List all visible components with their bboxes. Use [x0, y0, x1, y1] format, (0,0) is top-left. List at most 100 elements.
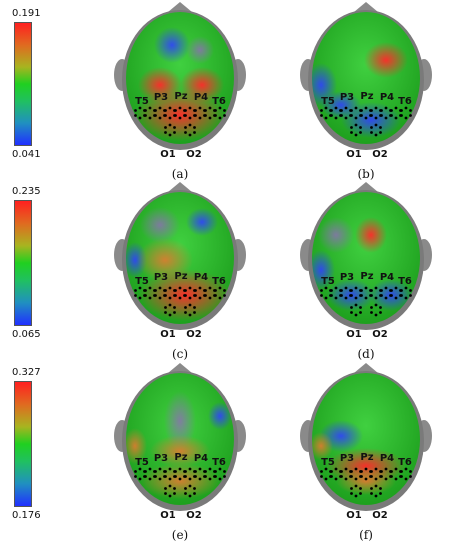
electrode-label-p3: P3	[154, 272, 168, 283]
electrode-label-p3: P3	[340, 92, 354, 103]
colorbar-3-min: 0.176	[12, 510, 41, 521]
electrode-dot-cluster	[370, 123, 382, 137]
electrode-dot-cluster	[134, 467, 146, 481]
electrodes-d: T5 P3 Pz P4 T6 O1 O2	[320, 271, 412, 340]
head-map-a	[114, 2, 246, 150]
electrode-label-p3: P3	[154, 453, 168, 464]
electrode-label-o2: O2	[186, 149, 202, 160]
electrode-label-pz: Pz	[174, 452, 187, 463]
electrode-label-pz: Pz	[360, 452, 373, 463]
electrode-dot-cluster	[390, 467, 402, 481]
electrode-label-o1: O1	[346, 510, 362, 521]
electrode-dot-cluster	[164, 303, 176, 317]
electrode-dot-cluster	[390, 286, 402, 300]
electrode-dot-cluster	[154, 106, 166, 120]
electrode-dot-cluster	[330, 286, 342, 300]
electrode-label-o1: O1	[160, 329, 176, 340]
electrode-label-t5: T5	[135, 457, 149, 468]
electrode-dot-cluster	[320, 106, 332, 120]
electrode-dot-cluster	[164, 106, 176, 120]
electrode-dot-cluster	[380, 286, 392, 300]
electrode-label-o2: O2	[186, 329, 202, 340]
electrode-dot-cluster	[184, 303, 196, 317]
electrode-dot-cluster	[370, 286, 382, 300]
electrode-dot-cluster	[320, 467, 332, 481]
electrode-label-o1: O1	[160, 510, 176, 521]
electrode-label-p4: P4	[380, 272, 394, 283]
electrode-dot-cluster	[360, 106, 372, 120]
electrode-dot-cluster	[204, 467, 216, 481]
electrode-label-pz: Pz	[360, 91, 373, 102]
electrode-label-o1: O1	[346, 149, 362, 160]
electrode-label-t5: T5	[135, 276, 149, 287]
electrode-dot-cluster	[134, 106, 146, 120]
electrodes-e: T5 P3 Pz P4 T6 O1 O2	[134, 452, 226, 521]
electrode-dot-cluster	[184, 484, 196, 498]
electrode-label-pz: Pz	[174, 91, 187, 102]
electrode-label-t6: T6	[212, 276, 226, 287]
colorbar-1-gradient	[14, 22, 32, 146]
electrode-dot-cluster	[174, 106, 186, 120]
panel-label-c: (c)	[171, 347, 189, 361]
electrode-dot-cluster	[350, 484, 362, 498]
panel-label-e: (e)	[171, 528, 189, 542]
electrode-dot-cluster	[164, 286, 176, 300]
electrode-dot-cluster	[154, 467, 166, 481]
colorbar-2-min: 0.065	[12, 329, 41, 340]
electrode-dot-cluster	[350, 467, 362, 481]
electrode-label-t6: T6	[398, 457, 412, 468]
electrode-label-o2: O2	[186, 510, 202, 521]
electrode-label-pz: Pz	[174, 271, 187, 282]
electrode-label-t6: T6	[398, 276, 412, 287]
electrode-dot-cluster	[214, 286, 226, 300]
colorbar-2-gradient	[14, 200, 32, 326]
electrode-dot-cluster	[350, 303, 362, 317]
electrodes-b: T5 P3 Pz P4 T6 O1 O2	[320, 91, 412, 160]
electrode-dot-cluster	[330, 106, 342, 120]
panel-label-d: (d)	[357, 347, 375, 361]
electrode-dot-cluster	[340, 467, 352, 481]
electrode-dot-cluster	[350, 123, 362, 137]
head-map-e	[114, 363, 246, 511]
electrode-dot-cluster	[174, 286, 186, 300]
electrode-dot-cluster	[204, 106, 216, 120]
electrode-dot-cluster	[330, 467, 342, 481]
electrode-dot-cluster	[154, 286, 166, 300]
electrode-label-o2: O2	[372, 329, 388, 340]
electrode-label-p3: P3	[154, 92, 168, 103]
electrode-dot-cluster	[204, 286, 216, 300]
colorbar-3-max: 0.327	[12, 367, 41, 378]
electrode-label-p3: P3	[340, 272, 354, 283]
colorbar-1-min: 0.041	[12, 149, 41, 160]
electrode-label-p4: P4	[194, 272, 208, 283]
electrode-label-t6: T6	[398, 96, 412, 107]
electrode-dot-cluster	[214, 467, 226, 481]
electrode-dot-cluster	[164, 484, 176, 498]
electrodes-f: T5 P3 Pz P4 T6 O1 O2	[320, 452, 412, 521]
electrode-dot-cluster	[134, 286, 146, 300]
electrode-label-t6: T6	[212, 96, 226, 107]
electrode-dot-cluster	[350, 286, 362, 300]
electrode-dot-cluster	[370, 106, 382, 120]
electrode-label-o1: O1	[160, 149, 176, 160]
panel-label-a: (a)	[171, 167, 189, 181]
electrode-dot-cluster	[184, 123, 196, 137]
electrode-dot-cluster	[380, 106, 392, 120]
colorbar-2-max: 0.235	[12, 186, 41, 197]
electrode-dot-cluster	[164, 123, 176, 137]
electrode-dot-cluster	[340, 286, 352, 300]
electrode-dot-cluster	[144, 467, 156, 481]
electrodes-c: T5 P3 Pz P4 T6 O1 O2	[134, 271, 226, 340]
electrode-dot-cluster	[194, 106, 206, 120]
electrode-label-p4: P4	[194, 453, 208, 464]
head-map-b	[300, 2, 432, 150]
colorbar-1-max: 0.191	[12, 8, 41, 19]
electrode-dot-cluster	[340, 106, 352, 120]
electrode-label-t5: T5	[321, 457, 335, 468]
electrode-dot-cluster	[194, 467, 206, 481]
electrode-dot-cluster	[360, 467, 372, 481]
electrode-dot-cluster	[380, 467, 392, 481]
electrode-label-p4: P4	[380, 453, 394, 464]
electrode-dot-cluster	[400, 106, 412, 120]
